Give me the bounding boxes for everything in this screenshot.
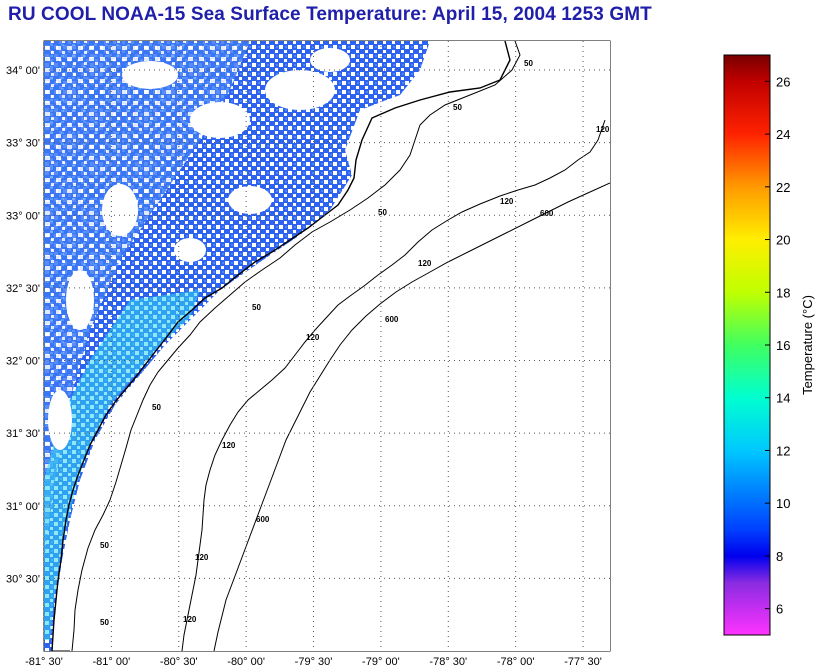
isobath-120 [181,119,606,651]
colorbar-tick-label: 20 [776,233,790,248]
contour-label-50: 50 [378,208,387,217]
lat-tick-label: 31° 30' [6,428,40,440]
contour-label-50: 50 [100,541,109,550]
colorbar-tick-label: 22 [776,180,790,195]
colorbar-tick-label: 26 [776,74,790,89]
contour-label-120: 120 [596,125,610,134]
contour-label-50: 50 [453,103,462,112]
map-title: RU COOL NOAA-15 Sea Surface Temperature:… [8,4,652,25]
latitude-labels: 34° 00' 33° 30' 33° 00' 32° 30' 32° 00' 31° 3… [6,65,40,585]
lat-tick-label: 30° 30' [6,573,40,585]
contour-label-120: 120 [418,259,432,268]
longitude-labels: -81° 30' -81° 00' -80° 30' -80° 00' -79° 30'… [25,656,602,668]
lon-tick-label: -78° 30' [429,656,467,668]
lat-tick-label: 32° 00' [6,356,40,368]
contour-label-50: 50 [152,403,161,412]
colorbar-title: Temperature (°C) [800,295,815,395]
lon-tick-label: -81° 00' [93,656,131,668]
contour-label-50: 50 [100,618,109,627]
lat-tick-label: 31° 00' [6,501,40,513]
lon-tick-label: -80° 00' [227,656,265,668]
lon-tick-label: -79° 30' [295,656,333,668]
contour-label-600: 600 [256,515,270,524]
isobath-50 [71,41,521,651]
lon-tick-label: -77° 30' [564,656,602,668]
cloud-patches [48,48,350,450]
contour-label-50: 50 [524,59,533,68]
coastline [51,41,511,651]
colorbar [723,54,771,636]
contour-label-50: 50 [252,303,261,312]
lon-tick-label: -81° 30' [25,656,63,668]
isobath-600 [213,182,610,651]
colorbar-ticks: 26 24 22 20 18 16 14 12 10 8 6 [765,74,790,617]
colorbar-tick-label: 12 [776,443,790,458]
contour-label-120: 120 [183,615,197,624]
colorbar-tick-label: 6 [776,602,783,617]
lat-tick-label: 34° 00' [6,65,40,77]
lon-tick-label: -80° 30' [160,656,198,668]
sst-coastal-field-2 [44,41,250,560]
lat-tick-label: 33° 00' [6,210,40,222]
nearshore-warm-band [44,290,200,640]
contour-label-120: 120 [500,197,514,206]
graticule [43,41,610,651]
contour-label-600: 600 [385,315,399,324]
map-imagery: 50 50 50 50 50 50 50 120 120 120 120 120… [44,41,610,651]
lon-tick-label: -79° 00' [362,656,400,668]
contour-label-600: 600 [540,209,554,218]
colorbar-tick-label: 16 [776,338,790,353]
colorbar-tick-label: 10 [776,496,790,511]
colorbar-tick-label: 8 [776,549,783,564]
lat-tick-label: 33° 30' [6,138,40,150]
contour-label-120: 120 [222,441,236,450]
colorbar-tick-label: 24 [776,127,790,142]
contour-label-120: 120 [306,333,320,342]
lon-tick-label: -78° 00' [497,656,535,668]
colorbar-tick-label: 18 [776,285,790,300]
contour-label-120: 120 [195,553,209,562]
lat-tick-label: 32° 30' [6,283,40,295]
colorbar-tick-label: 14 [776,391,790,406]
ocean-area [70,41,610,651]
